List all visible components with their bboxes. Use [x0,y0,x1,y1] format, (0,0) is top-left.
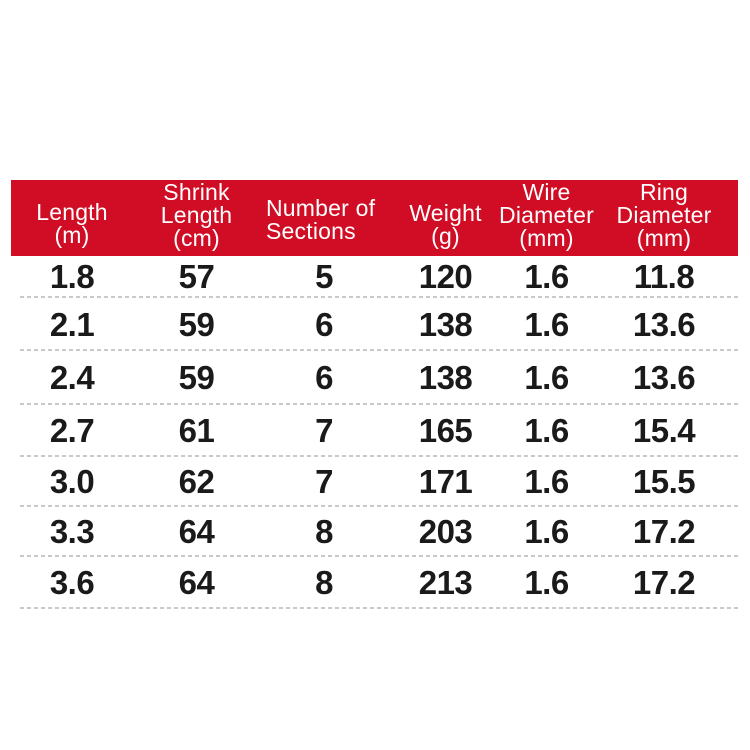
table-row: 2.1 59 6 138 1.6 13.6 [0,298,750,351]
cell-ring-diameter-mm: 17.2 [632,513,696,550]
cell-wire-diameter-mm: 1.6 [524,258,569,295]
cell-length-m: 3.6 [49,564,95,601]
column-header-shrink-length-cm: Shrink Length (cm) [133,180,260,256]
row-separator [20,296,741,298]
column-header-line: Length [160,202,233,228]
cell-number-of-sections: 6 [315,305,333,343]
cell-length-m: 3.0 [49,463,95,500]
cell-wire-diameter-mm: 1.6 [524,359,569,396]
cell-ring-diameter-mm: 17.2 [632,564,696,601]
cell-shrink-length-cm: 64 [178,564,215,601]
cell-weight-g: 138 [418,359,473,396]
row-separator [20,505,741,507]
column-header-line: (m) [54,222,90,248]
cell-shrink-length-cm: 59 [178,359,215,396]
cell-length-m: 2.7 [49,412,95,449]
column-header-wire-diameter-mm: Wire Diameter (mm) [499,179,594,256]
cell-weight-g: 213 [418,564,473,601]
table-row: 3.0 62 7 171 1.6 15.5 [0,457,750,507]
cell-length-m: 2.1 [49,305,95,343]
cell-number-of-sections: 8 [315,564,333,601]
table-header-row: Length (m) Shrink Length (cm) Number of Sectio… [11,180,738,256]
row-separator [20,607,741,609]
table-row: 2.7 61 7 165 1.6 15.4 [0,405,750,457]
cell-number-of-sections: 7 [315,412,333,449]
cell-length-m: 3.3 [49,513,95,550]
cell-ring-diameter-mm: 15.4 [632,412,696,449]
column-header-weight-g: Weight (g) [388,180,503,256]
column-header-line: Sections [266,218,356,244]
cell-weight-g: 120 [418,258,473,295]
column-header-line: Shrink [163,179,230,205]
column-header-line: Number of [266,195,376,221]
table-row: 3.6 64 8 213 1.6 17.2 [0,557,750,609]
row-separator [20,555,741,557]
table-row: 1.8 57 5 120 1.6 11.8 [0,256,750,298]
row-separator [20,455,741,457]
cell-ring-diameter-mm: 13.6 [632,359,696,396]
row-separator [20,349,741,351]
cell-weight-g: 138 [418,305,473,343]
cell-shrink-length-cm: 64 [178,513,215,550]
cell-wire-diameter-mm: 1.6 [524,513,569,550]
column-header-line: Weight [409,200,482,226]
cell-wire-diameter-mm: 1.6 [524,463,569,500]
cell-ring-diameter-mm: 11.8 [633,258,695,295]
column-header-line: Length [36,199,108,225]
column-header-line: Diameter [616,202,712,228]
column-header-line: Diameter [499,202,594,228]
column-header-line: (mm) [636,225,692,251]
cell-number-of-sections: 6 [315,359,333,396]
table-body: 1.8 57 5 120 1.6 11.8 2.1 59 6 138 1.6 13.6 2.4 59 6 13… [0,256,750,609]
cell-shrink-length-cm: 59 [178,305,215,343]
column-header-line: (cm) [173,225,220,251]
column-header-ring-diameter-mm: Ring Diameter (mm) [590,180,738,256]
cell-shrink-length-cm: 62 [178,463,215,500]
column-header-line: Wire [522,179,571,205]
cell-number-of-sections: 5 [315,258,333,295]
cell-wire-diameter-mm: 1.6 [524,564,569,601]
cell-number-of-sections: 7 [315,463,333,500]
row-separator [20,403,741,405]
cell-shrink-length-cm: 57 [178,258,215,295]
cell-ring-diameter-mm: 15.5 [632,463,696,500]
column-header-line: Ring [639,179,689,205]
column-header-line: (g) [431,223,460,249]
cell-weight-g: 203 [418,513,473,550]
column-header-line: (mm) [519,225,574,251]
cell-number-of-sections: 8 [315,513,333,550]
cell-wire-diameter-mm: 1.6 [524,305,569,343]
cell-wire-diameter-mm: 1.6 [524,412,569,449]
table-row: 3.3 64 8 203 1.6 17.2 [0,507,750,557]
cell-ring-diameter-mm: 13.6 [632,305,696,343]
column-header-number-of-sections: Number of Sections [260,180,388,256]
cell-weight-g: 165 [418,412,473,449]
cell-length-m: 2.4 [49,359,95,396]
table-row: 2.4 59 6 138 1.6 13.6 [0,351,750,405]
cell-length-m: 1.8 [49,258,95,295]
cell-weight-g: 171 [418,463,473,500]
column-header-length-m: Length (m) [11,180,133,256]
cell-shrink-length-cm: 61 [178,412,215,449]
